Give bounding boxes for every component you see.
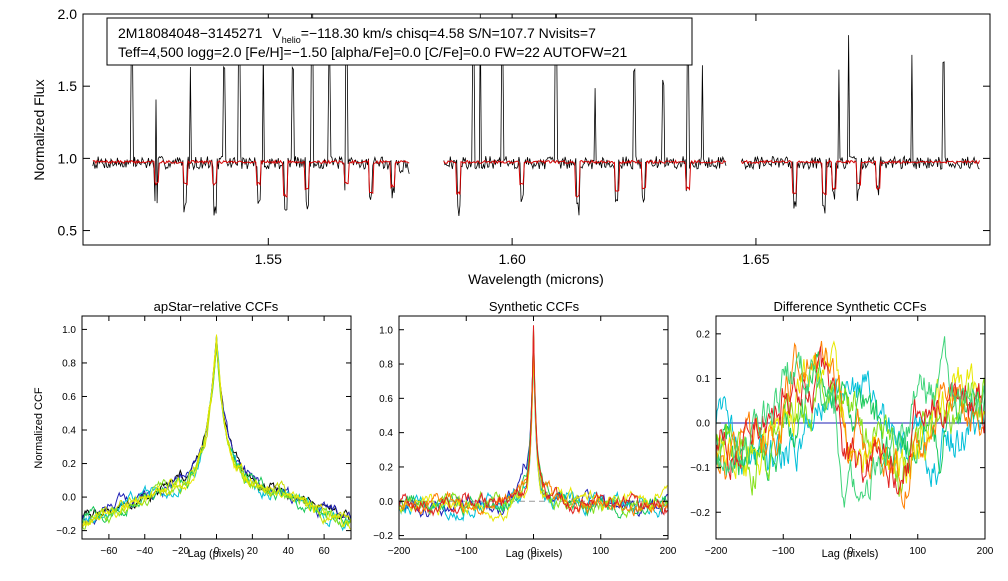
ccf-visit-7: [81, 334, 352, 530]
x-tick-label: 0: [531, 546, 537, 557]
difference-ccf-x-label: Lag (pixels): [822, 548, 879, 560]
y-tick-label: 0.0: [696, 419, 710, 430]
y-tick-label: 0.5: [58, 223, 78, 239]
apstar-ccf-ticks-group: −60 −40 −20 0 20 40 60 −0.2 0.0 0.2 0.4 0.6 0.8 1.0: [56, 316, 351, 557]
y-tick-label: 0.4: [379, 428, 393, 439]
model-spectrum-chip-2: [443, 159, 727, 198]
y-tick-label: 0.0: [379, 497, 393, 508]
x-tick-label: −60: [100, 546, 117, 557]
ccf-visit-7: [398, 325, 669, 517]
y-tick-label: 1.0: [379, 325, 393, 336]
observed-spectrum-chip-3: [740, 35, 980, 214]
observed-spectrum-chip-1: [92, 13, 410, 216]
ccf-visit-1: [81, 335, 352, 521]
y-tick-label: 0.6: [62, 392, 76, 403]
difference-ccf-series-group: [715, 336, 986, 510]
x-tick-label: 0: [848, 546, 854, 557]
y-tick-label: 0.0: [62, 493, 76, 504]
ccf-visit-7: [715, 336, 986, 508]
annotation-v: V: [272, 25, 282, 41]
y-tick-label: 1.0: [58, 150, 78, 166]
y-tick-label: 2.0: [58, 6, 78, 22]
x-tick-label: −200: [705, 546, 728, 557]
spectrum-frame: [82, 13, 991, 246]
synthetic-ccf-ticks-group: −200 −100 0 100 200 −0.2 0.0 0.2 0.4 0.6 0.8 1.0: [373, 316, 677, 557]
x-tick-label: 0: [214, 546, 220, 557]
y-tick-label: −0.2: [690, 508, 710, 519]
y-tick-label: 1.5: [58, 78, 78, 94]
synthetic-ccf-x-label: Lag (pixels): [506, 548, 563, 560]
spectrum-ticks-group: 1.55 1.60 1.65 0.5 1.0 1.5 2.0: [58, 6, 990, 267]
ccf-visit-5: [398, 343, 669, 523]
x-tick-label: 20: [247, 546, 259, 557]
x-tick-label: 100: [909, 546, 926, 557]
x-tick-label: 60: [319, 546, 331, 557]
apstar-ccf-y-label: Normalized CCF: [33, 387, 45, 469]
ccf-visit-6: [81, 339, 352, 527]
apstar-ccf-title: apStar−relative CCFs: [154, 299, 279, 314]
annotation-star-id: 2M18084048−3145271: [118, 25, 263, 41]
difference-ccf-title: Difference Synthetic CCFs: [774, 299, 927, 314]
x-tick-label: −20: [172, 546, 189, 557]
x-tick-label: 200: [660, 546, 677, 557]
x-tick-label: 1.60: [498, 251, 525, 267]
y-tick-label: 0.6: [379, 394, 393, 405]
x-tick-label: 100: [592, 546, 609, 557]
y-tick-label: 0.2: [696, 329, 710, 340]
difference-ccf-frame: [715, 315, 986, 540]
x-tick-label: 1.65: [742, 251, 769, 267]
model-spectrum-chip-1: [92, 159, 410, 198]
ccf-visit-5: [715, 340, 986, 510]
spectrum-panel: 1.55 1.60 1.65 0.5 1.0 1.5 2.0 Wavelength (mic…: [31, 6, 991, 287]
y-tick-label: −0.2: [373, 531, 393, 542]
model-spectrum-chip-3: [740, 159, 980, 196]
y-tick-label: 0.2: [379, 463, 393, 474]
apstar-ccf-panel: apStar−relative CCFs −60 −40 −20 0 20 40 60 −0.…: [33, 299, 352, 560]
y-tick-label: 1.0: [62, 325, 76, 336]
annotation-line-2: Teff=4,500 logg=2.0 [Fe/H]=−1.50 [alpha/…: [118, 44, 627, 60]
x-tick-label: 1.55: [255, 251, 282, 267]
spectrum-y-label: Normalized Flux: [31, 79, 47, 180]
difference-ccf-ticks-group: −200 −100 0 100 200 −0.2 −0.1 0.0 0.1 0.2: [690, 316, 994, 557]
annotation-line-1-rest: =−118.30 km/s chisq=4.58 S/N=107.7 Nvisi…: [301, 25, 596, 41]
ccf-visit-2: [81, 341, 352, 526]
y-tick-label: 0.2: [62, 459, 76, 470]
ccf-visit-4: [81, 342, 352, 526]
x-tick-label: −100: [455, 546, 478, 557]
y-tick-label: −0.1: [690, 463, 710, 474]
difference-ccf-panel: Difference Synthetic CCFs −200 −100 0 100 20…: [690, 299, 994, 560]
y-tick-label: 0.4: [62, 426, 76, 437]
y-tick-label: −0.2: [56, 526, 76, 537]
y-tick-label: 0.8: [62, 359, 76, 370]
annotation-v-subscript: helio: [282, 35, 301, 45]
x-tick-label: −40: [136, 546, 153, 557]
observed-spectrum-chip-2: [443, 13, 727, 216]
synthetic-ccf-frame: [398, 315, 669, 540]
spectrum-annotation-box: 2M18084048−3145271 Vhelio=−118.30 km/s ch…: [106, 17, 693, 66]
x-tick-label: −200: [388, 546, 411, 557]
y-tick-label: 0.1: [696, 374, 710, 385]
annotation-line-1: 2M18084048−3145271 Vhelio=−118.30 km/s ch…: [118, 25, 596, 45]
y-tick-label: 0.8: [379, 360, 393, 371]
x-tick-label: 200: [977, 546, 994, 557]
x-tick-label: −100: [772, 546, 795, 557]
spectrum-series-group: [92, 13, 980, 216]
apstar-ccf-x-label: Lag (pixels): [188, 548, 245, 560]
x-tick-label: 40: [283, 546, 295, 557]
synthetic-ccf-panel: Synthetic CCFs −200 −100 0 100 200 −0.2 0.0 0.2…: [373, 299, 677, 560]
apstar-ccf-frame: [81, 315, 352, 540]
ccf-visit-2: [398, 343, 669, 522]
synthetic-ccf-title: Synthetic CCFs: [489, 299, 580, 314]
spectrum-x-label: Wavelength (microns): [468, 271, 604, 287]
apstar-ccf-series-group: [81, 334, 352, 532]
synthetic-ccf-series-group: [398, 325, 669, 523]
